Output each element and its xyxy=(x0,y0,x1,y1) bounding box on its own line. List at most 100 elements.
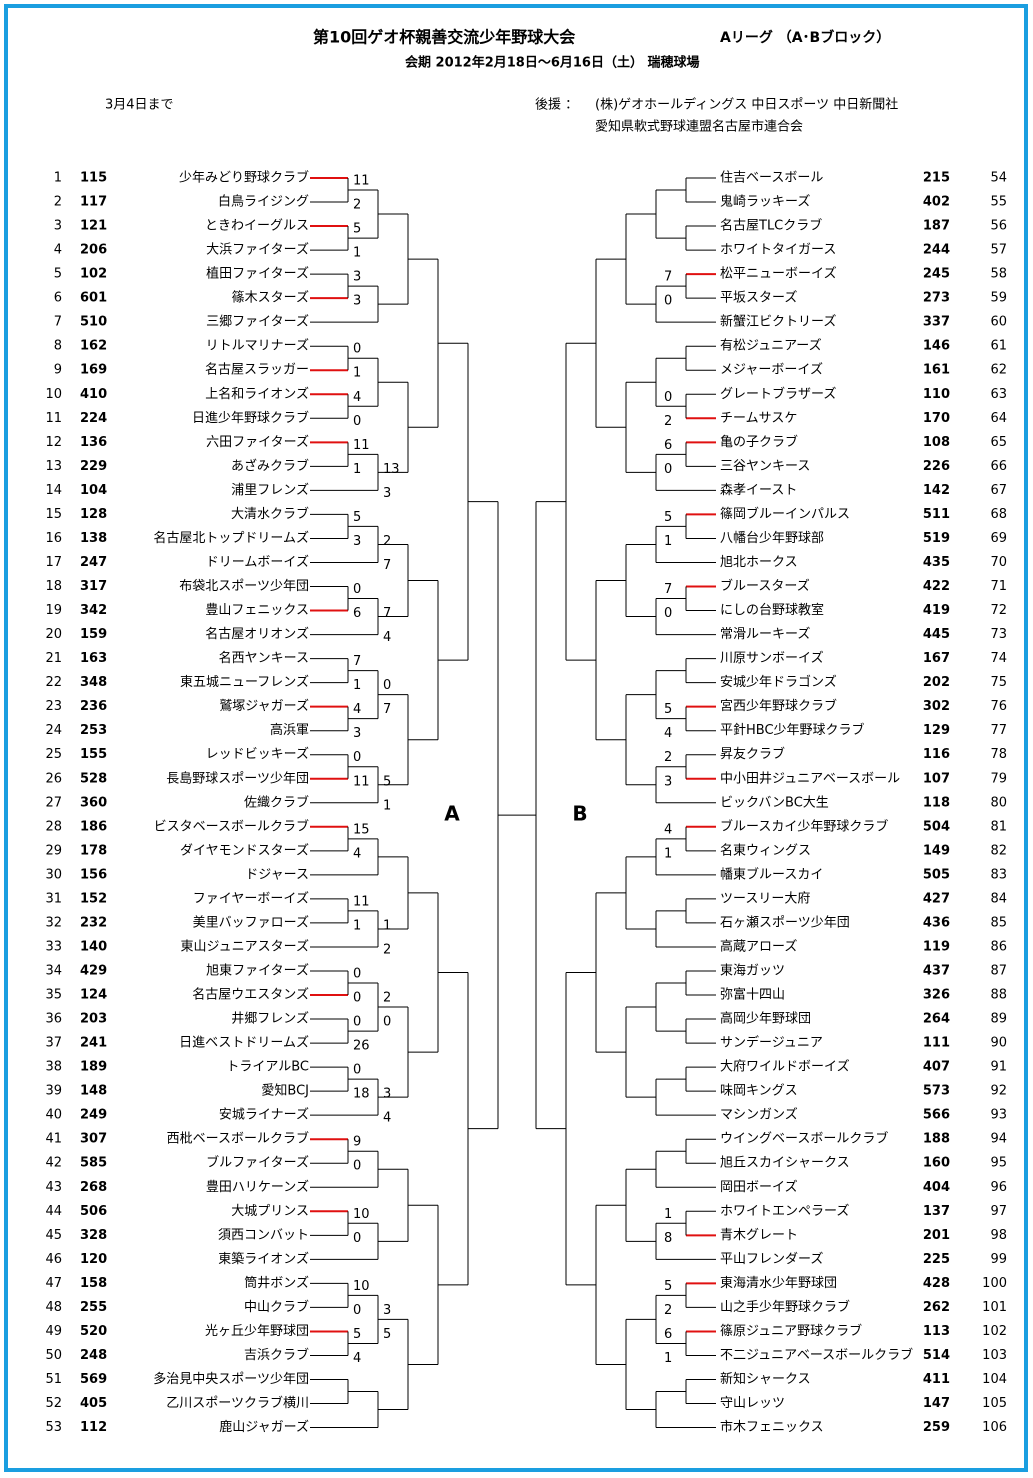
team-no: 104 xyxy=(982,1372,1007,1387)
score: 8 xyxy=(664,1231,672,1246)
team-code: 307 xyxy=(80,1132,107,1147)
team-no: 90 xyxy=(990,1036,1007,1051)
team-no: 5 xyxy=(54,267,62,282)
team-name: ビスタベースボールクラブ xyxy=(154,818,309,834)
team-no: 68 xyxy=(990,507,1007,522)
team-name: 平山フレンダーズ xyxy=(720,1251,823,1267)
team-name: 布袋北スポーツ少年団 xyxy=(179,579,309,594)
team-no: 80 xyxy=(990,795,1007,810)
score: 5 xyxy=(353,222,361,237)
score: 7 xyxy=(383,606,391,621)
team-no: 66 xyxy=(990,459,1007,474)
score: 3 xyxy=(353,294,361,309)
team-name: 須西コンバット xyxy=(218,1228,309,1243)
team-code: 117 xyxy=(80,195,107,210)
team-no: 25 xyxy=(45,747,62,762)
team-name: 旭丘スカイシャークス xyxy=(720,1156,850,1171)
team-code: 573 xyxy=(923,1084,950,1099)
team-name: 山之手少年野球クラブ xyxy=(720,1299,850,1315)
team-code: 140 xyxy=(80,939,107,954)
team-code: 348 xyxy=(80,675,107,690)
team-code: 445 xyxy=(923,627,950,642)
team-name: 名東ウィングス xyxy=(720,842,811,858)
score: 4 xyxy=(353,846,361,861)
team-no: 7 xyxy=(54,315,62,330)
team-code: 427 xyxy=(923,891,950,906)
team-name: 篠岡ブルーインパルス xyxy=(720,506,850,522)
team-code: 437 xyxy=(923,963,950,978)
team-no: 35 xyxy=(45,988,62,1003)
team-no: 94 xyxy=(990,1132,1007,1147)
team-name: ドリームボーイズ xyxy=(206,554,309,570)
team-name: 有松ジュニアーズ xyxy=(720,338,822,354)
team-name: 長島野球スポーツ少年団 xyxy=(166,771,309,786)
team-name: 六田ファイターズ xyxy=(206,434,309,450)
team-no: 98 xyxy=(990,1228,1007,1243)
team-no: 59 xyxy=(990,291,1007,306)
sponsor: (株)ゲオホールディングス 中日スポーツ 中日新聞社 xyxy=(595,97,898,113)
team-no: 95 xyxy=(990,1156,1007,1171)
team-no: 2 xyxy=(54,195,62,210)
team-no: 40 xyxy=(45,1108,62,1123)
team-code: 405 xyxy=(80,1396,107,1411)
team-no: 67 xyxy=(990,483,1007,498)
team-no: 103 xyxy=(982,1348,1007,1363)
team-name: 不二ジュニアベースボールクラブ xyxy=(720,1347,913,1363)
team-code: 188 xyxy=(923,1132,950,1147)
team-name: トライアルBC xyxy=(226,1060,309,1075)
score: 0 xyxy=(353,1015,361,1030)
team-name: 鷲塚ジャガーズ xyxy=(219,698,309,714)
block-label: A xyxy=(444,802,460,826)
team-name: 平坂スターズ xyxy=(720,290,797,306)
team-no: 19 xyxy=(45,603,62,618)
team-code: 428 xyxy=(923,1276,950,1291)
team-code: 203 xyxy=(80,1012,107,1027)
team-code: 520 xyxy=(80,1324,107,1339)
team-no: 86 xyxy=(990,939,1007,954)
team-name: 市木フェニックス xyxy=(720,1419,824,1435)
block-label: B xyxy=(572,802,587,826)
score: 26 xyxy=(353,1039,370,1054)
team-name: 少年みどり野球クラブ xyxy=(179,170,309,186)
team-no: 102 xyxy=(982,1324,1007,1339)
team-code: 519 xyxy=(923,531,950,546)
team-name: 白鳥ライジング xyxy=(218,194,309,210)
team-no: 91 xyxy=(990,1060,1007,1075)
team-no: 93 xyxy=(990,1108,1007,1123)
score: 11 xyxy=(353,174,370,189)
team-name: マシンガンズ xyxy=(720,1107,798,1123)
team-no: 18 xyxy=(45,579,62,594)
team-name: 守山レッツ xyxy=(720,1396,785,1411)
team-no: 43 xyxy=(45,1180,62,1195)
team-code: 156 xyxy=(80,867,107,882)
team-code: 186 xyxy=(80,819,107,834)
team-no: 69 xyxy=(990,531,1007,546)
sponsor: 愛知県軟式野球連盟名古屋市連合会 xyxy=(595,119,803,135)
team-no: 100 xyxy=(982,1276,1007,1291)
team-no: 87 xyxy=(990,963,1007,978)
team-code: 436 xyxy=(923,915,950,930)
team-code: 232 xyxy=(80,915,107,930)
score: 5 xyxy=(383,1327,391,1342)
team-name: 青木グレート xyxy=(720,1228,798,1243)
team-no: 61 xyxy=(990,339,1007,354)
team-no: 55 xyxy=(990,195,1007,210)
team-code: 402 xyxy=(923,195,950,210)
team-name: ダイヤモンドスターズ xyxy=(180,842,309,858)
team-name: 大浜ファイターズ xyxy=(206,242,309,258)
team-name: 浦里フレンズ xyxy=(231,482,309,498)
team-name: ブルファイターズ xyxy=(206,1155,309,1171)
team-no: 96 xyxy=(990,1180,1007,1195)
team-no: 37 xyxy=(45,1036,62,1051)
team-no: 24 xyxy=(45,723,62,738)
score: 1 xyxy=(664,1351,672,1366)
team-no: 65 xyxy=(990,435,1007,450)
score: 4 xyxy=(353,1351,361,1366)
team-no: 64 xyxy=(990,411,1007,426)
team-name: グレートブラザーズ xyxy=(720,386,836,402)
team-name: にしの台野球教室 xyxy=(720,602,824,618)
team-no: 42 xyxy=(45,1156,62,1171)
team-code: 411 xyxy=(923,1372,950,1387)
team-code: 566 xyxy=(923,1108,950,1123)
score: 0 xyxy=(664,606,672,621)
